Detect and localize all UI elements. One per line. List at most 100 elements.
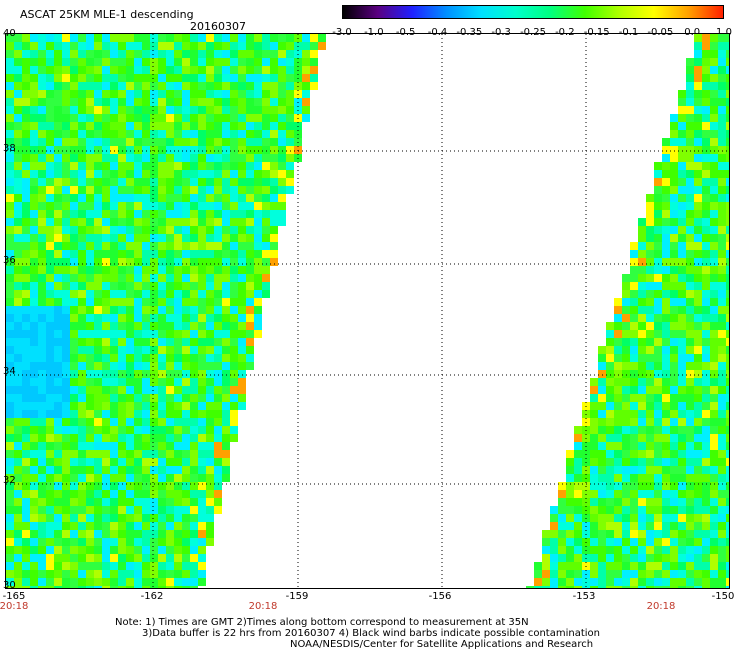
swath-cell [102, 306, 110, 314]
swath-cell [710, 418, 718, 426]
swath-cell [126, 258, 134, 266]
graticule [6, 34, 729, 588]
lon-label-153: -153 [572, 591, 596, 602]
swath-cell [622, 362, 630, 370]
swath-cell [246, 146, 254, 154]
swath-cell [278, 194, 286, 202]
swath-cell [78, 186, 86, 194]
swath-cell [654, 522, 662, 530]
swath-cell [622, 418, 630, 426]
swath-cell [102, 458, 110, 466]
swath-cell [678, 282, 686, 290]
swath-cell [126, 402, 134, 410]
swath-cell [30, 258, 38, 266]
swath-cell [662, 146, 670, 154]
swath-cell [638, 522, 646, 530]
swath-cell [534, 562, 542, 570]
swath-cell [14, 586, 22, 588]
swath-cell [110, 42, 118, 50]
swath-cell [718, 506, 726, 514]
swath-cell [246, 226, 254, 234]
swath-cell [238, 90, 246, 98]
swath-cell [118, 122, 126, 130]
swath-cell [174, 434, 182, 442]
swath-cell [638, 322, 646, 330]
swath-cell [206, 258, 214, 266]
swath-cell [158, 234, 166, 242]
swath-cell [558, 506, 566, 514]
swath-cell [190, 162, 198, 170]
swath-cell [174, 522, 182, 530]
swath-cell [678, 218, 686, 226]
swath-cell [6, 578, 14, 586]
swath-cell [686, 202, 694, 210]
swath-cell [70, 298, 78, 306]
swath-cell [126, 370, 134, 378]
swath-cell [710, 298, 718, 306]
swath-cell [94, 234, 102, 242]
swath-cell [614, 514, 622, 522]
swath-cell [30, 194, 38, 202]
swath-cell [182, 98, 190, 106]
swath-cell [70, 450, 78, 458]
swath-cell [662, 322, 670, 330]
swath-cell [94, 570, 102, 578]
swath-cell [62, 178, 70, 186]
swath-cell [230, 290, 238, 298]
swath-cell [262, 34, 270, 42]
swath-cell [238, 98, 246, 106]
swath-cell [230, 114, 238, 122]
swath-cell [718, 314, 726, 322]
swath-cell [206, 90, 214, 98]
swath-cell [686, 282, 694, 290]
swath-cell [86, 138, 94, 146]
swath-cell [710, 210, 718, 218]
swath-cell [662, 498, 670, 506]
swath-cell [182, 442, 190, 450]
swath-cell [38, 354, 46, 362]
swath-cell [134, 146, 142, 154]
swath-cell [574, 466, 582, 474]
swath-cell [670, 298, 678, 306]
swath-cell [622, 482, 630, 490]
swath-cell [230, 386, 238, 394]
swath-cell [6, 370, 14, 378]
swath-cell [22, 58, 30, 66]
swath-cell [166, 202, 174, 210]
swath-cell [654, 362, 662, 370]
swath-cell [694, 338, 702, 346]
swath-cell [214, 162, 222, 170]
swath-cell [574, 554, 582, 562]
swath-cell [174, 386, 182, 394]
swath-cell [638, 426, 646, 434]
swath-cell [654, 386, 662, 394]
swath-cell [686, 274, 694, 282]
swath-cell [230, 178, 238, 186]
swath-cell [166, 162, 174, 170]
swath-cell [662, 314, 670, 322]
swath-cell [150, 210, 158, 218]
swath-cell [62, 570, 70, 578]
swath-cell [134, 570, 142, 578]
swath-cell [726, 122, 729, 130]
swath-cell [726, 466, 729, 474]
swath-cell [54, 130, 62, 138]
swath-cell [726, 58, 729, 66]
swath-cell [718, 402, 726, 410]
swath-cell [622, 570, 630, 578]
swath-cell [622, 322, 630, 330]
swath-cell [222, 58, 230, 66]
swath-cell [158, 242, 166, 250]
swath-cell [686, 74, 694, 82]
swath-cell [182, 122, 190, 130]
swath-cell [94, 362, 102, 370]
swath-cell [686, 234, 694, 242]
swath-cell [134, 482, 142, 490]
swath-cell [142, 506, 150, 514]
swath-cell [662, 298, 670, 306]
swath-cell [614, 482, 622, 490]
swath-cell [246, 346, 254, 354]
swath-cell [598, 514, 606, 522]
swath-cell [54, 194, 62, 202]
swath-cell [702, 338, 710, 346]
